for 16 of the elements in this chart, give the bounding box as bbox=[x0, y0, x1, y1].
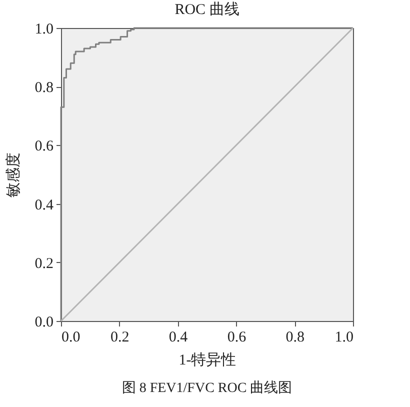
x-tick-label: 1.0 bbox=[334, 330, 354, 346]
x-tick-label: 0.0 bbox=[62, 330, 80, 346]
x-tick-label: 0.6 bbox=[227, 330, 247, 346]
caption: 图 8 FEV1/FVC ROC 曲线图 bbox=[122, 380, 292, 396]
chart-title: ROC 曲线 bbox=[174, 1, 240, 18]
x-axis-title: 1-特异性 bbox=[178, 352, 236, 368]
y-tick-label: 0.2 bbox=[34, 256, 54, 272]
x-tick-label: 0.8 bbox=[286, 330, 304, 346]
x-tick-label: 0.4 bbox=[168, 330, 188, 346]
y-tick-label: 0.4 bbox=[34, 197, 54, 214]
y-tick-label: 0.6 bbox=[34, 138, 54, 155]
y-axis-title: 敏感度 bbox=[4, 152, 22, 198]
y-tick-label: 1.0 bbox=[34, 22, 54, 38]
x-tick-label: 0.2 bbox=[110, 330, 130, 346]
y-tick-label: 0.0 bbox=[34, 314, 54, 330]
y-tick-label: 0.8 bbox=[34, 80, 54, 96]
